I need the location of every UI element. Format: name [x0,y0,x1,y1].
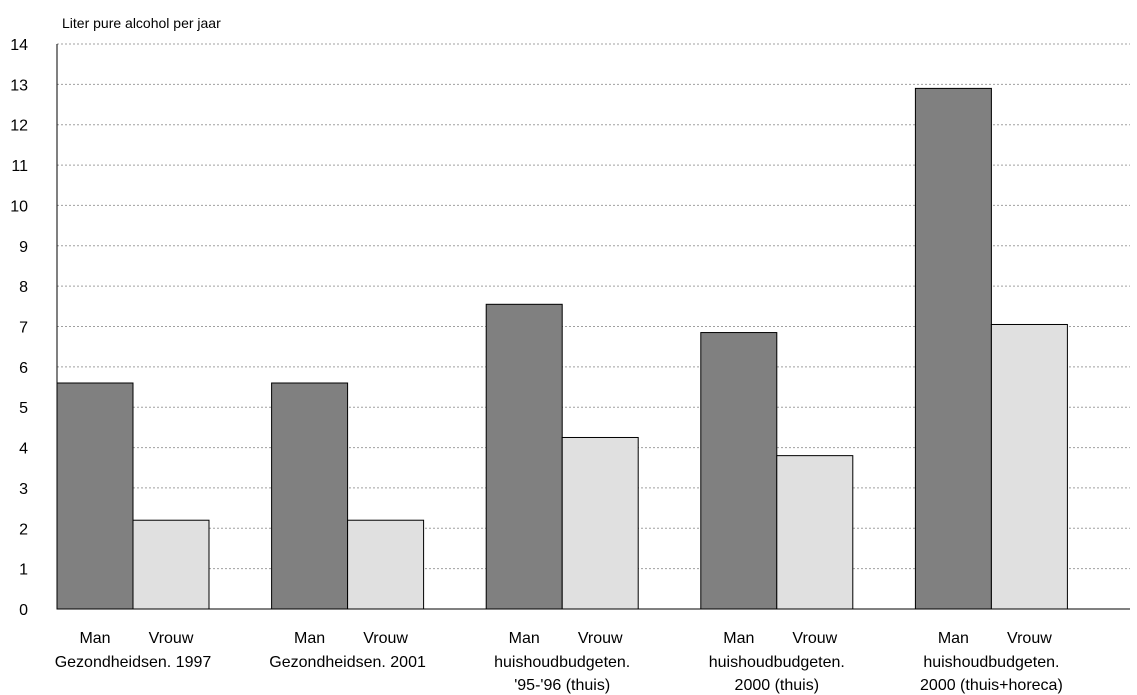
group-label: Gezondheidsen. 2001 [269,654,426,671]
y-tick-label: 14 [10,37,28,54]
group-label: huishoudbudgeten. [709,654,845,671]
y-tick-label: 6 [19,360,28,377]
y-tick-label: 9 [19,239,28,256]
y-tick-label: 8 [19,279,28,296]
series-label: Man [79,630,110,647]
bar-vrouw [132,519,210,610]
y-tick-label: 2 [19,521,28,538]
group-label: 2000 (thuis) [735,677,820,694]
bars [56,87,1068,610]
bar-vrouw [347,519,425,610]
series-label: Vrouw [149,630,194,647]
bar-man [914,87,992,610]
y-tick-label: 10 [10,198,28,215]
group-label: huishoudbudgeten. [923,654,1059,671]
group-label: huishoudbudgeten. [494,654,630,671]
bar-man [700,332,778,610]
series-label: Vrouw [578,630,623,647]
y-tick-label: 0 [19,602,28,619]
bar-man [271,382,349,610]
bar-vrouw [561,436,639,610]
bar-vrouw [990,323,1068,610]
y-tick-label: 7 [19,320,28,337]
group-label: '95-'96 (thuis) [514,677,610,694]
y-tick-label: 3 [19,481,28,498]
y-tick-label: 12 [10,118,28,135]
series-label: Man [294,630,325,647]
series-label: Man [938,630,969,647]
series-label: Vrouw [1007,630,1052,647]
series-label: Vrouw [363,630,408,647]
y-tick-label: 5 [19,400,28,417]
y-tick-label: 13 [10,77,28,94]
y-tick-label: 4 [19,441,28,458]
y-axis-title: Liter pure alcohol per jaar [62,15,221,31]
series-label: Vrouw [792,630,837,647]
x-category-labels: Man Vrouw Gezondheidsen. 1997 Man Vrouw Gezon… [55,630,1063,694]
bar-vrouw [776,455,854,610]
y-tick-label: 1 [19,562,28,579]
series-label: Man [723,630,754,647]
y-tick-label: 11 [11,158,28,175]
bar-man [485,303,563,610]
bar-man [56,382,134,610]
series-label: Man [509,630,540,647]
group-label: 2000 (thuis+horeca) [920,677,1063,694]
group-label: Gezondheidsen. 1997 [55,654,212,671]
